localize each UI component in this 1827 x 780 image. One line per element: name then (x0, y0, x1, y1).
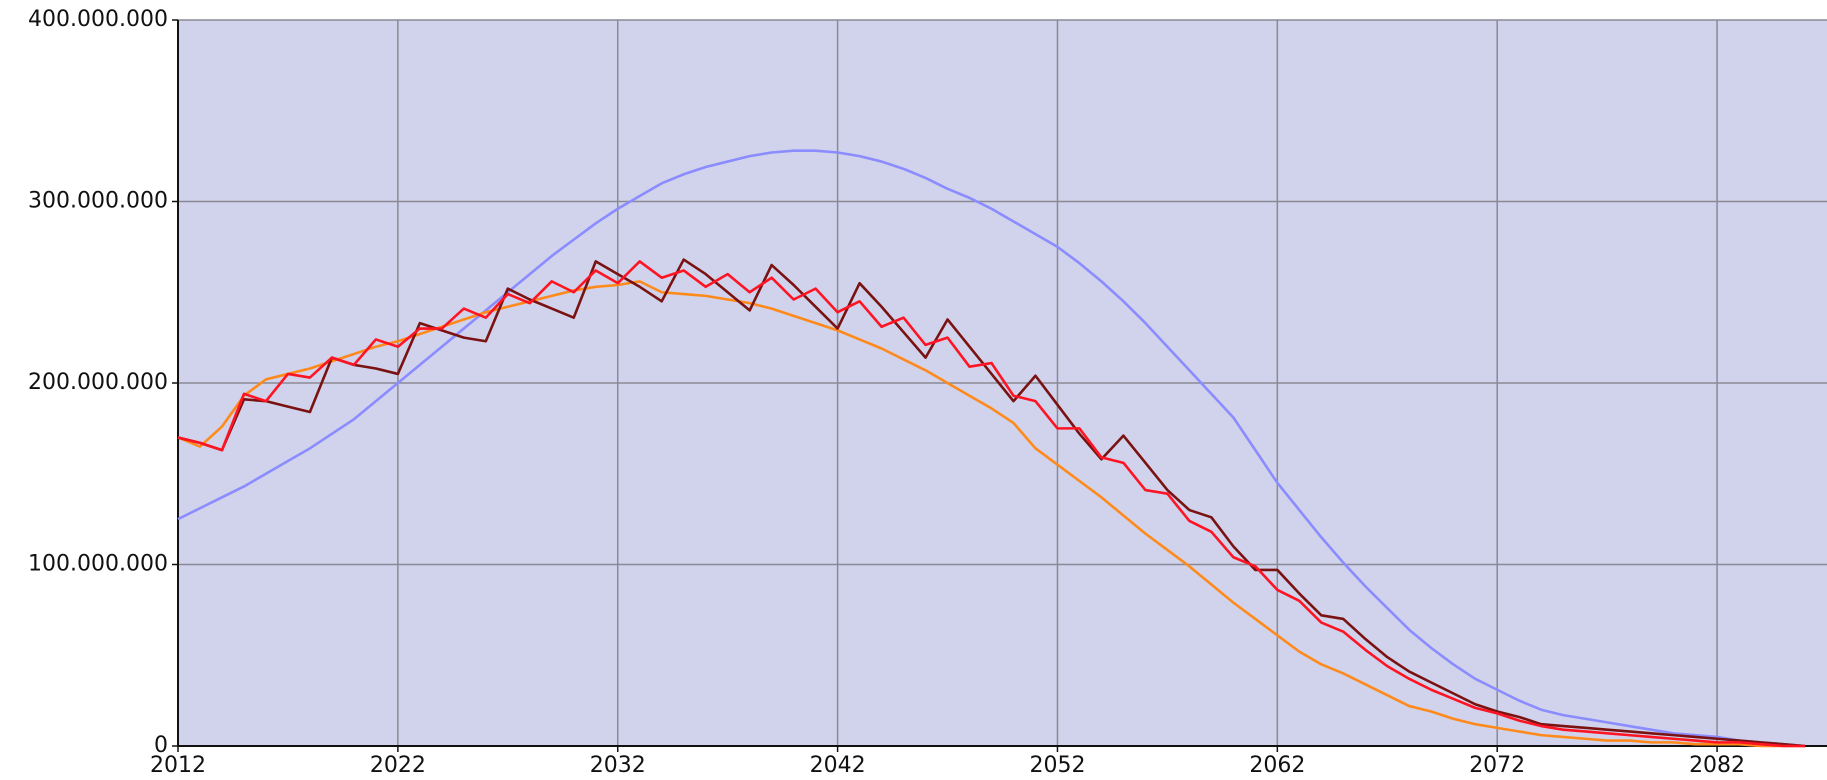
y-tick-label: 300.000.000 (28, 189, 168, 214)
x-tick-label: 2032 (590, 753, 646, 778)
x-tick-label: 2062 (1249, 753, 1305, 778)
y-tick-label: 0 (154, 733, 168, 758)
x-tick-label: 2042 (810, 753, 866, 778)
y-tick-label: 200.000.000 (28, 370, 168, 395)
y-tick-label: 400.000.000 (28, 7, 168, 32)
series-line (177, 280, 1806, 748)
x-tick-label: 2082 (1689, 753, 1745, 778)
x-tick-label: 2022 (370, 753, 426, 778)
x-tick-label: 2052 (1029, 753, 1085, 778)
series-line (177, 260, 1806, 748)
series-line (177, 149, 1806, 748)
x-tick-label: 2072 (1469, 753, 1525, 778)
series-line (177, 258, 1806, 748)
x-tick-label: 2012 (150, 753, 206, 778)
y-tick-label: 100.000.000 (28, 552, 168, 577)
